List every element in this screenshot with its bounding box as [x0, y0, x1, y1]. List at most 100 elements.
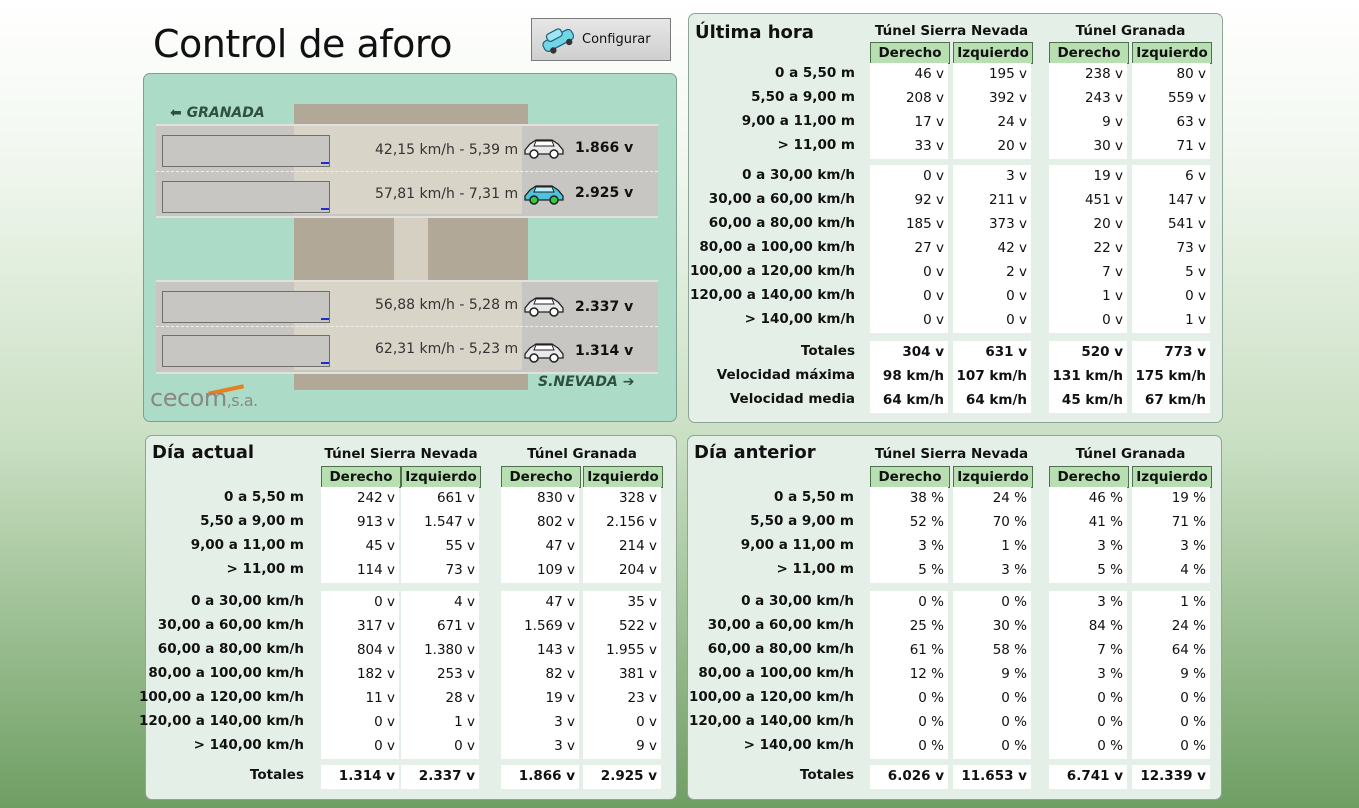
- row-label: 60,00 a 80,00 km/h: [157, 641, 304, 657]
- tunnel-group-header: Túnel Granada: [1075, 23, 1186, 39]
- row-label: 100,00 a 120,00 km/h: [139, 689, 304, 705]
- lane-4-count: 1.314 v: [575, 343, 634, 359]
- table-cell: 328 v: [618, 490, 657, 506]
- row-label: 80,00 a 100,00 km/h: [699, 239, 855, 255]
- table-cell: 61 %: [909, 642, 944, 658]
- table-cell: 520 v: [1081, 344, 1123, 360]
- table-cell: 3 %: [1180, 538, 1206, 554]
- configure-button-label: Configurar: [582, 32, 651, 47]
- table-cell: 195 v: [988, 66, 1027, 82]
- table-cell: 64 %: [1171, 642, 1206, 658]
- table-cell: 22 v: [1093, 240, 1123, 256]
- table-cell: 114 v: [356, 562, 395, 578]
- row-label: 100,00 a 120,00 km/h: [690, 263, 855, 279]
- row-label: > 11,00 m: [226, 561, 304, 577]
- table-cell: 0 %: [1001, 714, 1027, 730]
- tunnel-group-header: Túnel Sierra Nevada: [324, 446, 478, 462]
- table-cell: 64 km/h: [965, 392, 1027, 408]
- car-icon: [524, 343, 564, 363]
- table-cell: 4 %: [1180, 562, 1206, 578]
- table-cell: 71 v: [1176, 138, 1206, 154]
- car-icon: [524, 297, 564, 317]
- table-cell: 3 v: [1006, 168, 1027, 184]
- row-label: 5,50 a 9,00 m: [751, 89, 855, 105]
- table-cell: 0 v: [1102, 312, 1123, 328]
- table-cell: 98 km/h: [882, 368, 944, 384]
- table-cell: 1.569 v: [524, 618, 575, 634]
- column-header: Derecho: [321, 466, 401, 488]
- table-cell: 1 v: [454, 714, 475, 730]
- row-label: Velocidad media: [729, 391, 855, 407]
- column-header: Izquierdo: [953, 466, 1033, 488]
- table-cell: 204 v: [618, 562, 657, 578]
- table-cell: 12.339 v: [1140, 768, 1206, 784]
- column-header: Izquierdo: [953, 42, 1033, 64]
- table-cell: 661 v: [436, 490, 475, 506]
- table-cell: 243 v: [1084, 90, 1123, 106]
- table-cell: 27 v: [914, 240, 944, 256]
- table-cell: 1 v: [1185, 312, 1206, 328]
- table-cell: 143 v: [536, 642, 575, 658]
- table-cell: 2.156 v: [606, 514, 657, 530]
- table-cell: 2.925 v: [600, 768, 657, 784]
- table-cell: 242 v: [356, 490, 395, 506]
- table-cell: 2.337 v: [418, 768, 475, 784]
- table-cell: 3 %: [1097, 666, 1123, 682]
- table-cell: 208 v: [905, 90, 944, 106]
- table-cell: 0 %: [1097, 690, 1123, 706]
- row-label: 100,00 a 120,00 km/h: [689, 689, 854, 705]
- lane-3-count: 2.337 v: [575, 299, 634, 315]
- row-label: 9,00 a 11,00 m: [190, 537, 304, 553]
- table-cell: 0 v: [923, 264, 944, 280]
- table-cell: 0 %: [1097, 714, 1123, 730]
- table-cell: 1.866 v: [518, 768, 575, 784]
- lane-2-speed: 57,81 km/h - 7,31 m: [375, 186, 519, 202]
- row-label: 80,00 a 100,00 km/h: [148, 665, 304, 681]
- arrow-left-icon: ⬅: [170, 105, 182, 121]
- table-cell: 304 v: [902, 344, 944, 360]
- table-cell: 175 km/h: [1135, 368, 1206, 384]
- table-cell: 71 %: [1171, 514, 1206, 530]
- table-cell: 92 v: [914, 192, 944, 208]
- lane-4-indicator: [162, 335, 330, 367]
- table-cell: 3 v: [554, 714, 575, 730]
- tunnel-group-header: Túnel Granada: [1075, 446, 1186, 462]
- row-label: 120,00 a 140,00 km/h: [689, 713, 854, 729]
- table-cell: 182 v: [356, 666, 395, 682]
- ultima-hora-panel: Última hora Túnel Sierra Nevada Túnel Gran…: [688, 13, 1223, 423]
- table-cell: 47 v: [545, 594, 575, 610]
- table-cell: 773 v: [1164, 344, 1206, 360]
- table-cell: 9 %: [1180, 666, 1206, 682]
- lane-2-indicator: [162, 181, 330, 213]
- row-label: 5,50 a 9,00 m: [750, 513, 854, 529]
- row-label: 120,00 a 140,00 km/h: [690, 287, 855, 303]
- table-cell: 45 km/h: [1061, 392, 1123, 408]
- table-cell: 70 %: [992, 514, 1027, 530]
- table-cell: 559 v: [1167, 90, 1206, 106]
- row-label: 80,00 a 100,00 km/h: [698, 665, 854, 681]
- row-label: > 11,00 m: [776, 561, 854, 577]
- column-header: Izquierdo: [583, 466, 663, 488]
- table-cell: 80 v: [1176, 66, 1206, 82]
- configure-button[interactable]: Configurar: [531, 18, 671, 61]
- row-label: 30,00 a 60,00 km/h: [157, 617, 304, 633]
- table-cell: 671 v: [436, 618, 475, 634]
- table-cell: 107 km/h: [956, 368, 1027, 384]
- table-cell: 7 %: [1097, 642, 1123, 658]
- table-cell: 147 v: [1167, 192, 1206, 208]
- table-cell: 1.955 v: [606, 642, 657, 658]
- table-cell: 20 v: [997, 138, 1027, 154]
- table-cell: 58 %: [992, 642, 1027, 658]
- lane-1-indicator: [162, 135, 330, 167]
- cecom-logo: cecom,s.a.: [150, 384, 258, 412]
- table-cell: 0 %: [918, 690, 944, 706]
- table-cell: 109 v: [536, 562, 575, 578]
- table-cell: 52 %: [909, 514, 944, 530]
- row-label: > 11,00 m: [777, 137, 855, 153]
- table-cell: 0 v: [374, 738, 395, 754]
- table-cell: 392 v: [988, 90, 1027, 106]
- table-cell: 0 %: [918, 738, 944, 754]
- row-label: 60,00 a 80,00 km/h: [707, 641, 854, 657]
- table-cell: 64 km/h: [882, 392, 944, 408]
- tunnel-schematic: ⬅ GRANADA S.NEVADA ➔ 42,15 km/h - 5,39 m…: [143, 73, 677, 422]
